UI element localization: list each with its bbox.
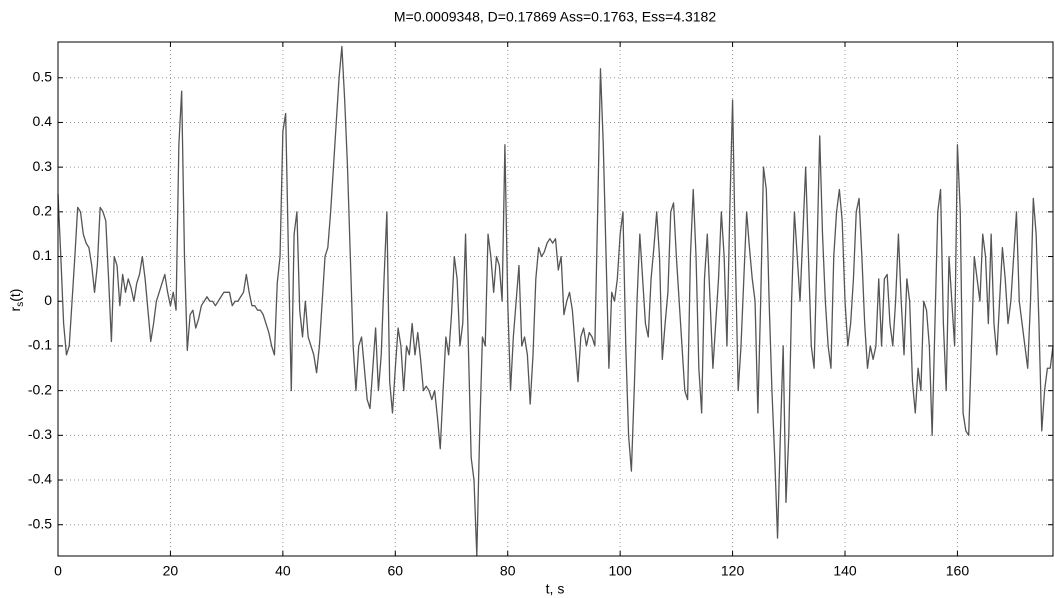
x-tick-label: 20	[163, 563, 179, 579]
y-tick-label: -0.4	[28, 471, 52, 487]
x-tick-label: 100	[608, 563, 632, 579]
y-tick-label: 0.5	[33, 68, 53, 84]
x-tick-label: 60	[387, 563, 403, 579]
y-label-subscript: s	[15, 302, 26, 307]
y-tick-label: 0.4	[33, 113, 53, 129]
y-tick-label: -0.5	[28, 515, 52, 531]
plot-frame	[57, 41, 1054, 557]
y-tick-label: 0.1	[33, 247, 53, 263]
x-tick-label: 0	[54, 563, 62, 579]
y-tick-label: 0.2	[33, 203, 53, 219]
y-label-suffix: (t)	[7, 289, 23, 302]
x-tick-label: 160	[946, 563, 970, 579]
y-tick-label: -0.1	[28, 337, 52, 353]
x-tick-label: 40	[275, 563, 291, 579]
y-tick-label: -0.3	[28, 426, 52, 442]
y-label-text: r	[7, 306, 23, 311]
x-tick-label: 120	[721, 563, 745, 579]
x-tick-label: 80	[500, 563, 516, 579]
y-tick-label: 0.3	[33, 158, 53, 174]
chart-title: M=0.0009348, D=0.17869 Ass=0.1763, Ess=4…	[394, 9, 716, 25]
x-axis-label: t, s	[546, 581, 565, 597]
y-tick-label: -0.2	[28, 381, 52, 397]
x-tick-label: 140	[833, 563, 857, 579]
y-axis-label: rs(t)	[7, 289, 26, 312]
y-tick-label: 0	[44, 292, 52, 308]
data-line	[57, 45, 1054, 557]
